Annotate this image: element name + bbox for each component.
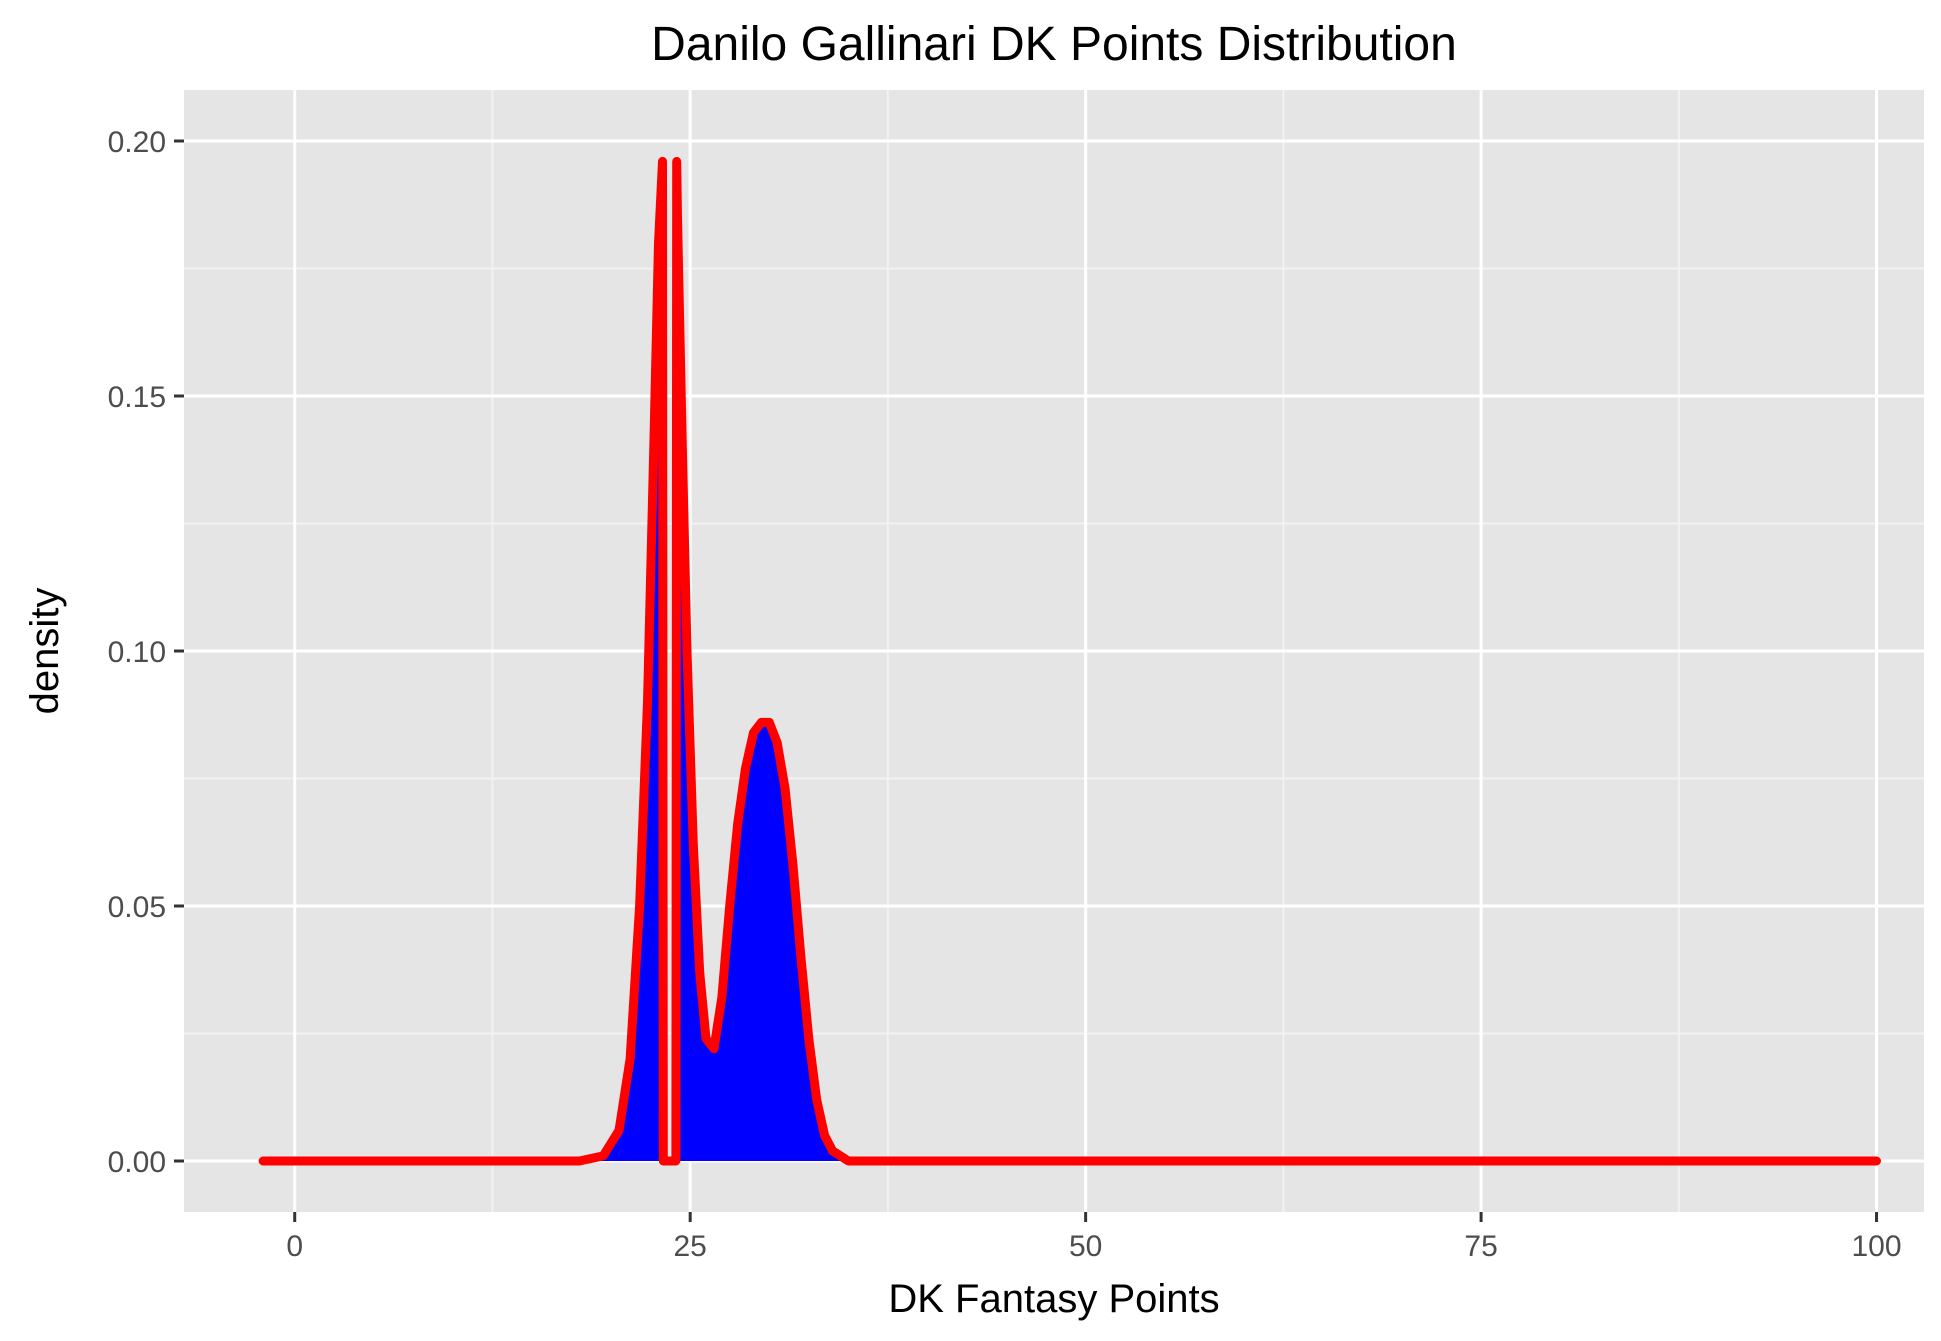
y-axis: 0.00 0.05 0.10 0.15 0.20 bbox=[108, 126, 184, 1179]
chart-title: Danilo Gallinari DK Points Distribution bbox=[651, 18, 1457, 71]
y-tick-label: 0.05 bbox=[108, 891, 166, 924]
x-axis: 0 25 50 75 100 bbox=[286, 1212, 1902, 1263]
x-tick-label: 25 bbox=[673, 1230, 706, 1263]
x-tick-label: 50 bbox=[1069, 1230, 1102, 1263]
density-curve-line bbox=[258, 156, 1881, 1166]
y-tick-label: 0.15 bbox=[108, 381, 166, 414]
y-tick-label: 0.00 bbox=[108, 1146, 166, 1179]
y-tick-label: 0.10 bbox=[108, 636, 166, 669]
y-tick-label: 0.20 bbox=[108, 126, 166, 159]
x-tick-label: 75 bbox=[1464, 1230, 1497, 1263]
x-tick-label: 100 bbox=[1852, 1230, 1902, 1263]
x-tick-label: 0 bbox=[286, 1230, 303, 1263]
y-axis-title: density bbox=[23, 588, 67, 715]
x-axis-title: DK Fantasy Points bbox=[888, 1277, 1219, 1321]
